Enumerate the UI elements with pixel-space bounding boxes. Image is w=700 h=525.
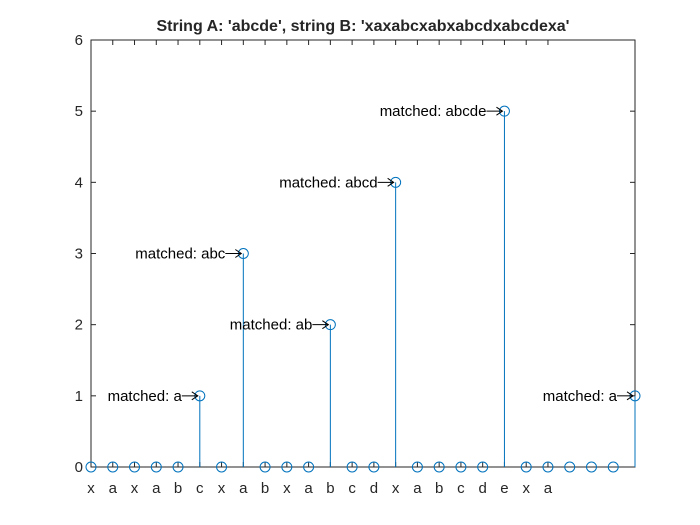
- x-tick-label: b: [261, 480, 269, 497]
- y-tick-label: 1: [75, 388, 83, 405]
- x-tick-label: d: [370, 480, 378, 497]
- annotation-arrowhead: [387, 177, 395, 187]
- stem-marker: [585, 461, 597, 473]
- chart-title: String A: 'abcde', string B: 'xaxabcxabx…: [157, 18, 570, 35]
- stem-marker: [281, 461, 293, 473]
- x-tick-label: a: [544, 480, 553, 497]
- stem-marker: [129, 461, 141, 473]
- x-tick-label: a: [109, 480, 118, 497]
- x-tick-label: b: [174, 480, 182, 497]
- x-tick-label: a: [239, 480, 248, 497]
- annotation-label: matched: abcde: [380, 103, 487, 120]
- x-tick-label: a: [413, 480, 422, 497]
- x-tick-label: x: [218, 480, 226, 497]
- x-tick-label: a: [304, 480, 313, 497]
- y-tick-label: 0: [75, 459, 83, 476]
- x-tick-label: c: [348, 480, 356, 497]
- stem-marker: [564, 461, 576, 473]
- stem-marker: [455, 461, 467, 473]
- stem-marker: [368, 461, 380, 473]
- annotation-arrowhead: [235, 249, 243, 258]
- annotation-label: matched: abcd: [279, 174, 377, 191]
- x-tick-label: b: [435, 480, 443, 497]
- y-tick-label: 3: [75, 246, 83, 263]
- stem-marker: [607, 461, 619, 473]
- y-tick-label: 5: [75, 103, 83, 120]
- stem-marker: [150, 461, 162, 473]
- annotation-label: matched: a: [543, 388, 618, 405]
- annotation-label: matched: ab: [230, 317, 313, 334]
- annotation-arrowhead: [322, 320, 330, 330]
- stem-marker: [346, 461, 358, 473]
- stem-marker: [107, 461, 119, 473]
- y-tick-label: 4: [75, 174, 83, 191]
- x-tick-label: x: [131, 480, 139, 497]
- x-tick-label: x: [283, 480, 291, 497]
- stem-marker: [433, 461, 445, 473]
- y-tick-label: 6: [75, 32, 83, 49]
- annotation-label: matched: abc: [135, 246, 226, 263]
- stem-marker: [542, 461, 554, 473]
- stem-marker: [172, 461, 184, 473]
- x-tick-label: x: [392, 480, 400, 497]
- x-tick-label: b: [326, 480, 334, 497]
- annotation-arrowhead: [191, 391, 199, 401]
- x-tick-label: e: [500, 480, 508, 497]
- x-tick-label: a: [152, 480, 161, 497]
- stem-marker: [259, 461, 271, 473]
- x-tick-label: c: [457, 480, 465, 497]
- annotation-arrowhead: [496, 106, 504, 116]
- stem-marker: [303, 461, 315, 473]
- stem-marker: [85, 461, 97, 473]
- x-tick-label: c: [196, 480, 204, 497]
- x-tick-label: d: [479, 480, 487, 497]
- x-tick-label: x: [522, 480, 530, 497]
- annotation-label: matched: a: [108, 388, 183, 405]
- x-tick-label: x: [87, 480, 95, 497]
- annotation-arrowhead: [626, 391, 634, 401]
- stem-marker: [520, 461, 532, 473]
- stem-marker: [477, 461, 489, 473]
- stem-marker: [216, 461, 228, 473]
- stem-marker: [411, 461, 423, 473]
- y-tick-label: 2: [75, 317, 83, 334]
